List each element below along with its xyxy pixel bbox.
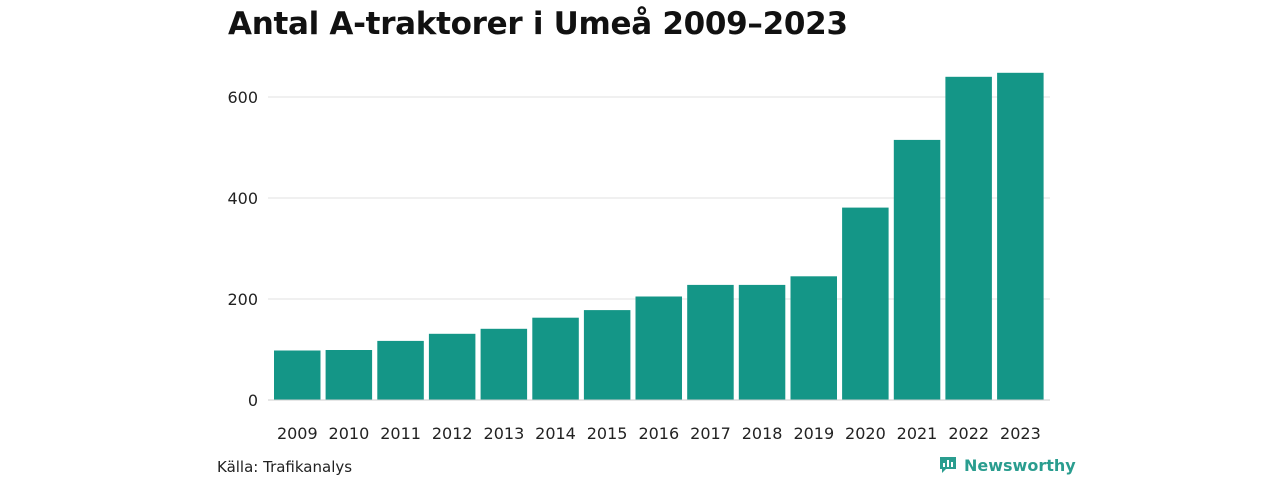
x-tick-label: 2012 <box>432 424 473 443</box>
bar-2011 <box>377 340 424 400</box>
bars <box>274 72 1044 401</box>
x-tick-label: 2011 <box>380 424 421 443</box>
bar-2014 <box>532 317 579 400</box>
x-tick-label: 2017 <box>690 424 731 443</box>
x-tick-label: 2019 <box>793 424 834 443</box>
x-tick-label: 2018 <box>742 424 783 443</box>
bar-2010 <box>325 350 373 400</box>
newsworthy-logo-icon <box>940 457 956 473</box>
bar-2021 <box>893 139 941 400</box>
x-tick-label: 2014 <box>535 424 576 443</box>
bar-2022 <box>945 76 992 401</box>
bar-2012 <box>428 333 476 400</box>
x-axis-ticks: 2009 2010 2011 2012 2013 2014 2015 2016 2017 2018… <box>277 424 1041 443</box>
bar-2018 <box>738 284 786 400</box>
x-tick-label: 2009 <box>277 424 318 443</box>
y-tick-label: 400 <box>227 189 258 208</box>
y-tick-label: 600 <box>227 88 258 107</box>
x-tick-label: 2023 <box>1000 424 1041 443</box>
y-tick-label: 200 <box>227 290 258 309</box>
bar-2017 <box>687 284 734 400</box>
x-tick-label: 2013 <box>484 424 525 443</box>
bar-2015 <box>583 310 631 400</box>
bar-2020 <box>842 207 889 400</box>
y-tick-label: 0 <box>248 391 258 410</box>
bar-2019 <box>790 276 837 400</box>
bar-2013 <box>480 328 528 400</box>
brand-name: Newsworthy <box>964 455 1076 475</box>
brand-logo: Newsworthy <box>938 455 1076 475</box>
bar-2023 <box>997 72 1044 401</box>
bar-2016 <box>635 296 682 400</box>
source-note: Källa: Trafikanalys <box>217 458 353 476</box>
chart-title: Antal A-traktorer i Umeå 2009–2023 <box>228 6 848 42</box>
x-tick-label: 2016 <box>638 424 679 443</box>
x-tick-label: 2010 <box>329 424 370 443</box>
bar-2009 <box>274 350 321 400</box>
x-tick-label: 2021 <box>897 424 938 443</box>
x-tick-label: 2022 <box>948 424 989 443</box>
x-tick-label: 2015 <box>587 424 628 443</box>
x-tick-label: 2020 <box>845 424 886 443</box>
y-axis-ticks: 0 200 400 600 <box>227 88 258 410</box>
